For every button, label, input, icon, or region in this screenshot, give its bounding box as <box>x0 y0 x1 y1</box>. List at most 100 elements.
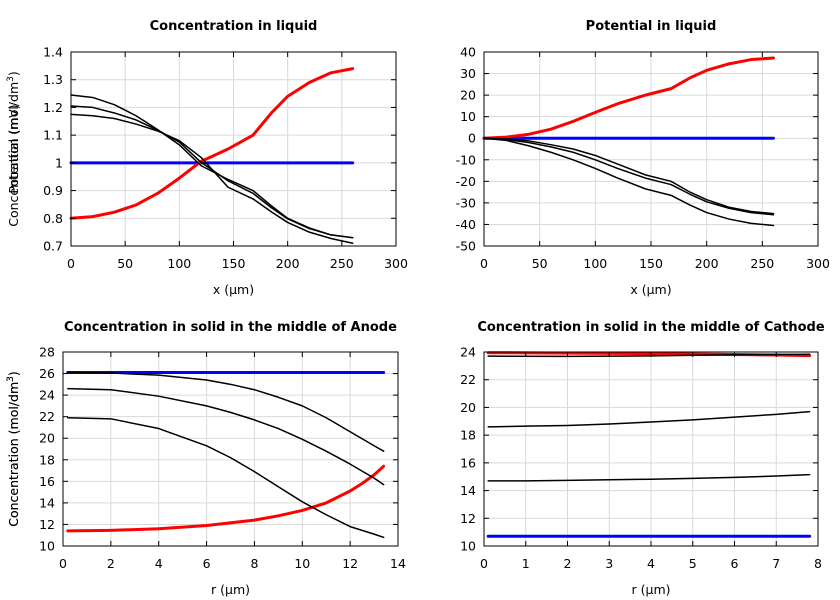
series-line-2 <box>66 464 386 533</box>
y-tick-label: 10 <box>460 539 476 554</box>
series-line-3 <box>483 137 775 215</box>
plot-frame <box>62 351 399 547</box>
y-tick-label: 24 <box>460 345 476 360</box>
y-tick-label: 0.7 <box>43 239 63 254</box>
y-tick-label: 10 <box>460 109 476 124</box>
y-axis-label: Concentration (mol/dm3) <box>6 371 21 527</box>
x-tick-label: 4 <box>647 556 655 571</box>
y-tick-label: -30 <box>456 195 476 210</box>
x-axis-label: x (µm) <box>213 282 254 297</box>
y-tick-label: -50 <box>456 239 476 254</box>
x-tick-label: 5 <box>689 556 697 571</box>
x-tick-label: 200 <box>276 256 300 271</box>
x-tick-label: 2 <box>564 556 572 571</box>
y-tick-label: 30 <box>460 66 476 81</box>
x-tick-label: 100 <box>583 256 607 271</box>
y-axis-label-end: ) <box>6 371 21 376</box>
x-tick-label: 250 <box>750 256 774 271</box>
y-tick-label: 10 <box>39 539 55 554</box>
chart-title: Concentration in solid in the middle of … <box>477 320 825 335</box>
y-tick-label: 20 <box>39 431 55 446</box>
x-tick-label: 0 <box>480 556 488 571</box>
x-tick-label: 0 <box>67 256 75 271</box>
y-tick-label: 28 <box>39 345 55 360</box>
y-tick-label: 1.3 <box>43 72 63 87</box>
series-line-5 <box>67 416 385 539</box>
y-axis-label-superscript: 3 <box>6 76 16 82</box>
x-tick-label: 1 <box>522 556 530 571</box>
x-tick-label: 6 <box>731 556 739 571</box>
series-line-5 <box>487 473 811 482</box>
y-tick-label: 0.8 <box>43 211 63 226</box>
x-tick-label: 50 <box>532 256 548 271</box>
series-line-5 <box>70 113 354 244</box>
series-line-3 <box>70 94 354 239</box>
series-line-4 <box>67 387 385 486</box>
y-tick-label: 24 <box>39 388 55 403</box>
x-tick-label: 12 <box>342 556 358 571</box>
y-axis-label-superscript: 3 <box>6 376 16 382</box>
chart-2: 0 50 100 150 200 250 300-50-40-30-20-100102030… <box>6 19 830 297</box>
y-axis-label-text: Potential (mV) <box>6 104 21 193</box>
series-line-4 <box>487 410 811 428</box>
y-tick-label: 18 <box>39 452 55 467</box>
chart-title: Concentration in liquid <box>150 19 318 34</box>
x-tick-label: 0 <box>59 556 67 571</box>
y-tick-label: 1.1 <box>43 128 63 143</box>
x-tick-label: 150 <box>222 256 246 271</box>
x-tick-label: 7 <box>772 556 780 571</box>
y-tick-label: 14 <box>460 483 476 498</box>
y-tick-label: 16 <box>460 455 476 470</box>
y-tick-label: 26 <box>39 366 55 381</box>
x-tick-label: 250 <box>330 256 354 271</box>
y-tick-label: 1.2 <box>43 100 63 115</box>
x-tick-label: 10 <box>294 556 310 571</box>
series-line-5 <box>483 137 775 227</box>
x-axis-label: r (µm) <box>211 582 250 597</box>
x-axis-label: x (µm) <box>630 282 671 297</box>
x-axis-label: r (µm) <box>632 582 671 597</box>
y-tick-label: 16 <box>39 474 55 489</box>
y-tick-label: 22 <box>39 409 55 424</box>
y-tick-label: 12 <box>39 517 55 532</box>
y-tick-label: 20 <box>460 400 476 415</box>
x-tick-label: 3 <box>605 556 613 571</box>
x-tick-label: 100 <box>167 256 191 271</box>
x-tick-label: 50 <box>117 256 133 271</box>
series-line-3 <box>67 371 385 452</box>
y-tick-label: 22 <box>460 372 476 387</box>
x-tick-label: 6 <box>203 556 211 571</box>
y-tick-label: 1.4 <box>43 45 63 60</box>
y-tick-label: -20 <box>456 174 476 189</box>
y-axis-label: Potential (mV) <box>6 104 21 193</box>
series-line-2 <box>69 67 355 220</box>
y-axis-label-text: Concentration (mol/dm <box>6 82 21 227</box>
x-tick-label: 8 <box>250 556 258 571</box>
chart-title: Concentration in solid in the middle of … <box>64 320 397 335</box>
y-tick-label: -40 <box>456 217 476 232</box>
y-axis-label-superscript: 3 <box>6 376 16 382</box>
x-tick-label: 14 <box>390 556 406 571</box>
y-tick-label: 1 <box>55 155 63 170</box>
y-axis-label-text: Concentration (mol/dm <box>6 382 21 527</box>
x-tick-label: 4 <box>155 556 163 571</box>
y-tick-label: 0 <box>468 131 476 146</box>
x-tick-label: 8 <box>814 556 822 571</box>
chart-3: 0 2 4 6 8 10 12 1410121416182022242628Concentra… <box>6 320 406 597</box>
x-tick-label: 200 <box>695 256 719 271</box>
y-tick-label: -10 <box>456 152 476 167</box>
y-tick-label: 20 <box>460 88 476 103</box>
y-axis-label: Concentration (mol/dm3) <box>6 71 21 227</box>
y-axis-label-text: Concentration (mol/dm <box>6 382 21 527</box>
y-tick-label: 18 <box>460 428 476 443</box>
chart-1: 0 50 100 150 200 250 300 0.7 0.8 0.9 1 1.1 1.2 1.3 1.4… <box>6 19 408 297</box>
y-tick-label: 12 <box>460 511 476 526</box>
y-axis-label-end: ) <box>6 371 21 376</box>
series-line-2 <box>482 56 775 140</box>
series-line-4 <box>483 137 775 216</box>
x-tick-label: 150 <box>639 256 663 271</box>
x-tick-label: 300 <box>384 256 408 271</box>
y-tick-label: 40 <box>460 45 476 60</box>
